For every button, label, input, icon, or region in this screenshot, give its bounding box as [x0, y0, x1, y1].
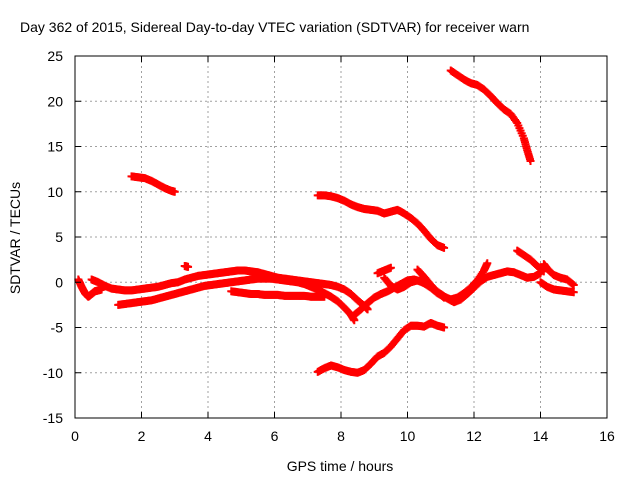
data-marks [74, 66, 578, 377]
series-arc-6 [180, 261, 193, 271]
y-tick-label: 15 [47, 139, 63, 155]
data-point [440, 243, 449, 252]
data-point [569, 288, 578, 297]
x-tick-label: 0 [71, 428, 79, 444]
data-point [320, 292, 329, 301]
x-tick-label: 12 [466, 428, 482, 444]
data-point [483, 259, 492, 268]
y-tick-labels: -15 -10 -5 0 5 10 15 20 25 [43, 48, 63, 426]
data-point [526, 156, 535, 165]
series-arc-13 [446, 66, 535, 165]
grid [75, 56, 607, 418]
y-tick-label: -10 [43, 365, 63, 381]
y-tick-label: 10 [47, 184, 63, 200]
series-arc-4 [227, 287, 329, 301]
x-tick-label: 8 [337, 428, 345, 444]
x-axis-title: GPS time / hours [287, 458, 394, 474]
data-point [386, 263, 395, 272]
data-point [184, 262, 193, 271]
x-tick-label: 14 [533, 428, 549, 444]
y-tick-label: 5 [55, 229, 63, 245]
x-tick-label: 10 [400, 428, 416, 444]
y-tick-label: 0 [55, 274, 63, 290]
data-point [512, 117, 521, 126]
axis-ticks [74, 55, 608, 419]
series-arc-3 [114, 274, 359, 325]
y-tick-label: 25 [47, 48, 63, 64]
series-arc-7 [313, 191, 449, 252]
series-arc-10 [380, 259, 492, 304]
series-arc-15 [539, 260, 578, 289]
data-point [170, 187, 179, 196]
series-arc-12 [373, 263, 395, 278]
series-arc-11 [413, 265, 449, 302]
y-tick-label: 20 [47, 93, 63, 109]
series-arc-8 [313, 318, 449, 377]
x-tick-labels: 0 2 4 6 8 10 12 14 16 [71, 428, 615, 444]
y-tick-label: -5 [51, 320, 64, 336]
x-tick-label: 6 [271, 428, 279, 444]
x-tick-label: 2 [138, 428, 146, 444]
x-tick-label: 16 [599, 428, 615, 444]
series-arc-16 [536, 278, 578, 297]
chart-title: Day 362 of 2015, Sidereal Day-to-day VTE… [20, 19, 529, 35]
data-point [440, 293, 449, 302]
y-axis-title: SDTVAR / TECUs [7, 182, 23, 294]
series-arc-5 [127, 172, 179, 196]
data-point [440, 323, 449, 332]
y-tick-label: -15 [43, 410, 63, 426]
x-tick-label: 4 [204, 428, 212, 444]
data-point [569, 280, 578, 289]
